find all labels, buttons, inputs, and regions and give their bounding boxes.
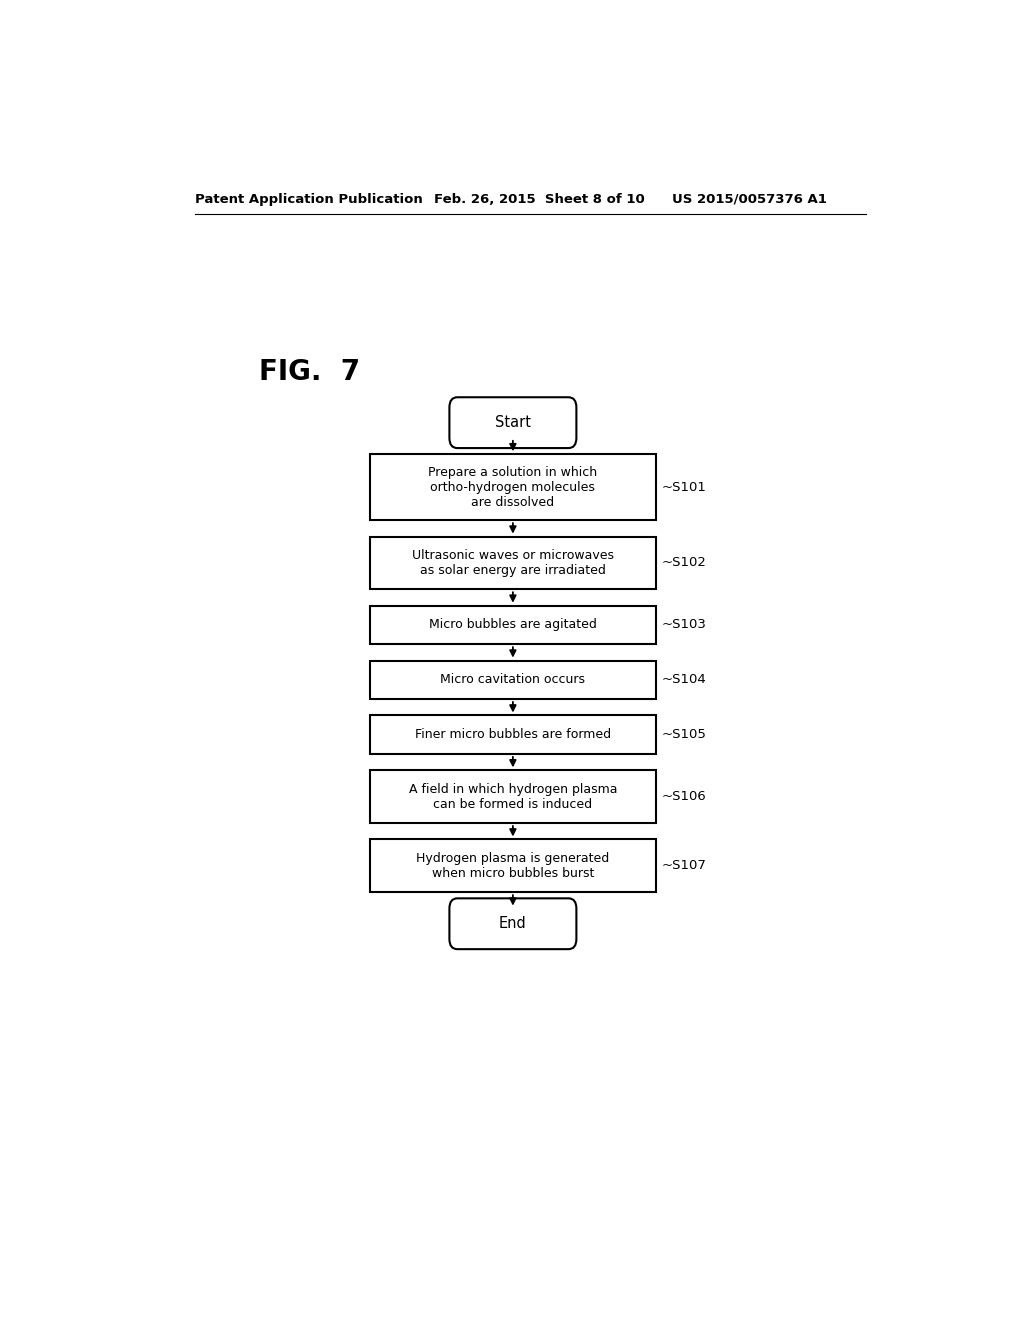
Bar: [370, 715, 655, 754]
Text: Patent Application Publication: Patent Application Publication: [196, 193, 423, 206]
Text: ~S105: ~S105: [663, 729, 707, 742]
Bar: [370, 771, 655, 824]
Text: Micro cavitation occurs: Micro cavitation occurs: [440, 673, 586, 686]
Text: Start: Start: [495, 416, 530, 430]
Text: ~S104: ~S104: [663, 673, 707, 686]
Text: Feb. 26, 2015  Sheet 8 of 10: Feb. 26, 2015 Sheet 8 of 10: [433, 193, 644, 206]
Text: Ultrasonic waves or microwaves
as solar energy are irradiated: Ultrasonic waves or microwaves as solar …: [412, 549, 614, 577]
Text: ~S103: ~S103: [663, 619, 707, 631]
Bar: [370, 606, 655, 644]
Text: A field in which hydrogen plasma
can be formed is induced: A field in which hydrogen plasma can be …: [409, 783, 617, 810]
Text: Hydrogen plasma is generated
when micro bubbles burst: Hydrogen plasma is generated when micro …: [417, 851, 609, 880]
FancyBboxPatch shape: [450, 397, 577, 447]
Text: ~S102: ~S102: [663, 557, 707, 569]
Bar: [370, 536, 655, 589]
Text: FIG.  7: FIG. 7: [259, 358, 360, 385]
Text: Finer micro bubbles are formed: Finer micro bubbles are formed: [415, 729, 611, 742]
Bar: [370, 660, 655, 700]
Bar: [370, 454, 655, 520]
Text: Prepare a solution in which
ortho-hydrogen molecules
are dissolved: Prepare a solution in which ortho-hydrog…: [428, 466, 597, 508]
Text: ~S107: ~S107: [663, 859, 707, 873]
Text: Micro bubbles are agitated: Micro bubbles are agitated: [429, 619, 597, 631]
Bar: [370, 840, 655, 892]
Text: ~S101: ~S101: [663, 480, 707, 494]
FancyBboxPatch shape: [450, 899, 577, 949]
Text: End: End: [499, 916, 526, 931]
Text: US 2015/0057376 A1: US 2015/0057376 A1: [672, 193, 826, 206]
Text: ~S106: ~S106: [663, 791, 707, 803]
